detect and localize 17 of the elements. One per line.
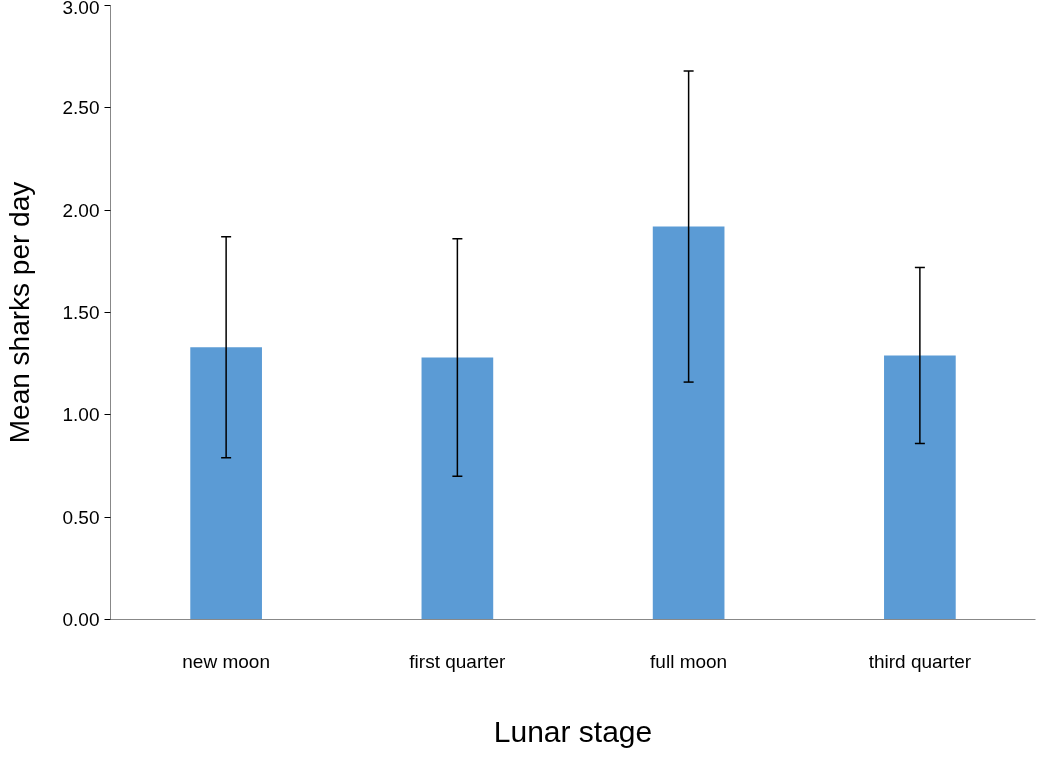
- bar: [884, 355, 956, 620]
- y-tick-label: 3.00: [62, 0, 100, 18]
- x-axis-title: Lunar stage: [493, 714, 653, 748]
- bar: [190, 347, 262, 620]
- y-tick-label: 0.00: [62, 609, 100, 630]
- x-tick-label: third quarter: [868, 650, 972, 672]
- y-tick-label: 0.50: [62, 506, 100, 528]
- bar: [652, 226, 725, 620]
- y-axis-title: Mean sharks per day: [3, 181, 35, 444]
- y-tick-label: 1.50: [62, 302, 100, 323]
- y-tick-label: 1.00: [62, 404, 100, 426]
- bar: [421, 357, 494, 620]
- y-tick-label: 2.00: [62, 199, 100, 221]
- x-tick-label: new moon: [182, 650, 270, 672]
- x-tick-label: first quarter: [409, 650, 507, 672]
- x-tick-label: full moon: [650, 650, 728, 672]
- y-tick-label: 2.50: [62, 97, 100, 119]
